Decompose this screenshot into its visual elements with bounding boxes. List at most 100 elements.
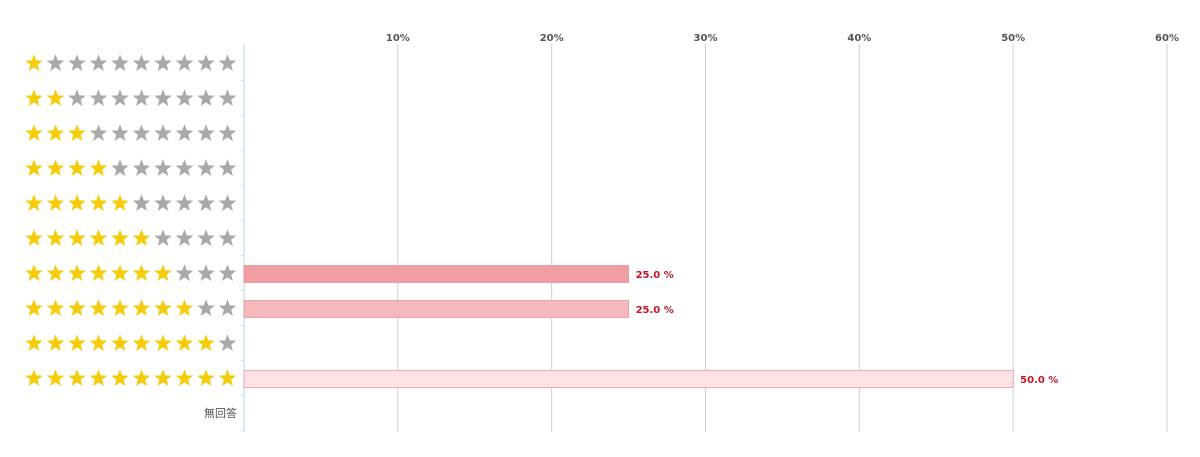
star-filled-icon — [111, 369, 129, 386]
star-empty-icon — [154, 54, 172, 71]
star-empty-icon — [175, 264, 194, 281]
star-rating-label — [25, 229, 237, 246]
star-empty-icon — [154, 229, 172, 246]
star-empty-icon — [111, 159, 129, 176]
star-empty-icon — [111, 89, 129, 106]
bar — [243, 265, 629, 283]
star-filled-icon — [111, 264, 129, 281]
star-filled-icon — [25, 89, 43, 106]
star-rating-label — [25, 264, 237, 281]
category-axis — [241, 44, 245, 432]
star-filled-icon — [154, 334, 172, 351]
star-filled-icon — [132, 229, 151, 246]
star-filled-icon — [25, 124, 43, 141]
star-rating-label — [25, 299, 237, 316]
star-filled-icon — [111, 299, 129, 316]
star-filled-icon — [68, 194, 86, 211]
x-tick-label: 40% — [847, 33, 871, 44]
star-empty-icon — [111, 124, 129, 141]
star-filled-icon — [46, 334, 65, 351]
bars — [243, 265, 1014, 388]
star-filled-icon — [68, 369, 86, 386]
category-star-labels: 無回答 — [25, 54, 237, 420]
star-empty-icon — [197, 194, 215, 211]
star-filled-icon — [68, 159, 86, 176]
star-filled-icon — [68, 264, 86, 281]
bar-value-label: 25.0 % — [636, 305, 674, 316]
star-empty-icon — [197, 54, 215, 71]
star-filled-icon — [46, 89, 65, 106]
star-filled-icon — [46, 159, 65, 176]
star-filled-icon — [111, 194, 129, 211]
star-filled-icon — [25, 264, 43, 281]
star-empty-icon — [218, 299, 237, 316]
star-empty-icon — [68, 89, 86, 106]
star-filled-icon — [25, 299, 43, 316]
bar — [243, 370, 1014, 388]
star-filled-icon — [132, 264, 151, 281]
star-empty-icon — [218, 89, 237, 106]
star-filled-icon — [46, 124, 65, 141]
star-empty-icon — [154, 159, 172, 176]
star-rating-label — [25, 334, 237, 351]
x-tick-labels: 10% 20% 30% 40% 50% 60% — [386, 33, 1179, 44]
x-tick-label: 10% — [386, 33, 410, 44]
star-empty-icon — [175, 54, 194, 71]
star-empty-icon — [175, 194, 194, 211]
star-empty-icon — [154, 89, 172, 106]
star-filled-icon — [89, 264, 108, 281]
star-filled-icon — [68, 124, 86, 141]
star-filled-icon — [154, 299, 172, 316]
star-empty-icon — [175, 124, 194, 141]
star-filled-icon — [89, 299, 108, 316]
star-filled-icon — [89, 229, 108, 246]
star-filled-icon — [132, 299, 151, 316]
star-filled-icon — [197, 334, 215, 351]
star-empty-icon — [89, 89, 108, 106]
star-filled-icon — [25, 369, 43, 386]
star-empty-icon — [175, 159, 194, 176]
star-empty-icon — [132, 124, 151, 141]
star-empty-icon — [197, 264, 215, 281]
x-tick-label: 30% — [694, 33, 718, 44]
star-filled-icon — [175, 334, 194, 351]
grid-lines — [397, 44, 1168, 432]
star-empty-icon — [132, 194, 151, 211]
star-empty-icon — [197, 89, 215, 106]
star-empty-icon — [218, 159, 237, 176]
value-labels: 25.0 % 25.0 % 50.0 % — [636, 270, 1059, 386]
star-filled-icon — [89, 334, 108, 351]
star-filled-icon — [46, 264, 65, 281]
star-filled-icon — [68, 229, 86, 246]
star-filled-icon — [175, 369, 194, 386]
star-filled-icon — [218, 369, 237, 386]
star-filled-icon — [197, 369, 215, 386]
star-rating-label — [25, 194, 237, 211]
star-empty-icon — [132, 54, 151, 71]
star-filled-icon — [89, 369, 108, 386]
star-filled-icon — [46, 299, 65, 316]
star-empty-icon — [218, 194, 237, 211]
star-filled-icon — [25, 54, 43, 71]
star-rating-label — [25, 89, 237, 106]
star-empty-icon — [197, 229, 215, 246]
star-filled-icon — [89, 159, 108, 176]
x-tick-label: 60% — [1155, 33, 1179, 44]
star-empty-icon — [218, 264, 237, 281]
star-empty-icon — [154, 124, 172, 141]
star-filled-icon — [25, 194, 43, 211]
star-filled-icon — [132, 369, 151, 386]
star-empty-icon — [218, 334, 237, 351]
star-filled-icon — [68, 299, 86, 316]
star-filled-icon — [46, 194, 65, 211]
star-empty-icon — [175, 229, 194, 246]
star-rating-label — [25, 124, 237, 141]
star-filled-icon — [111, 229, 129, 246]
star-filled-icon — [154, 369, 172, 386]
star-filled-icon — [89, 194, 108, 211]
star-filled-icon — [25, 334, 43, 351]
star-filled-icon — [46, 369, 65, 386]
star-empty-icon — [197, 159, 215, 176]
star-rating-label — [25, 54, 237, 71]
